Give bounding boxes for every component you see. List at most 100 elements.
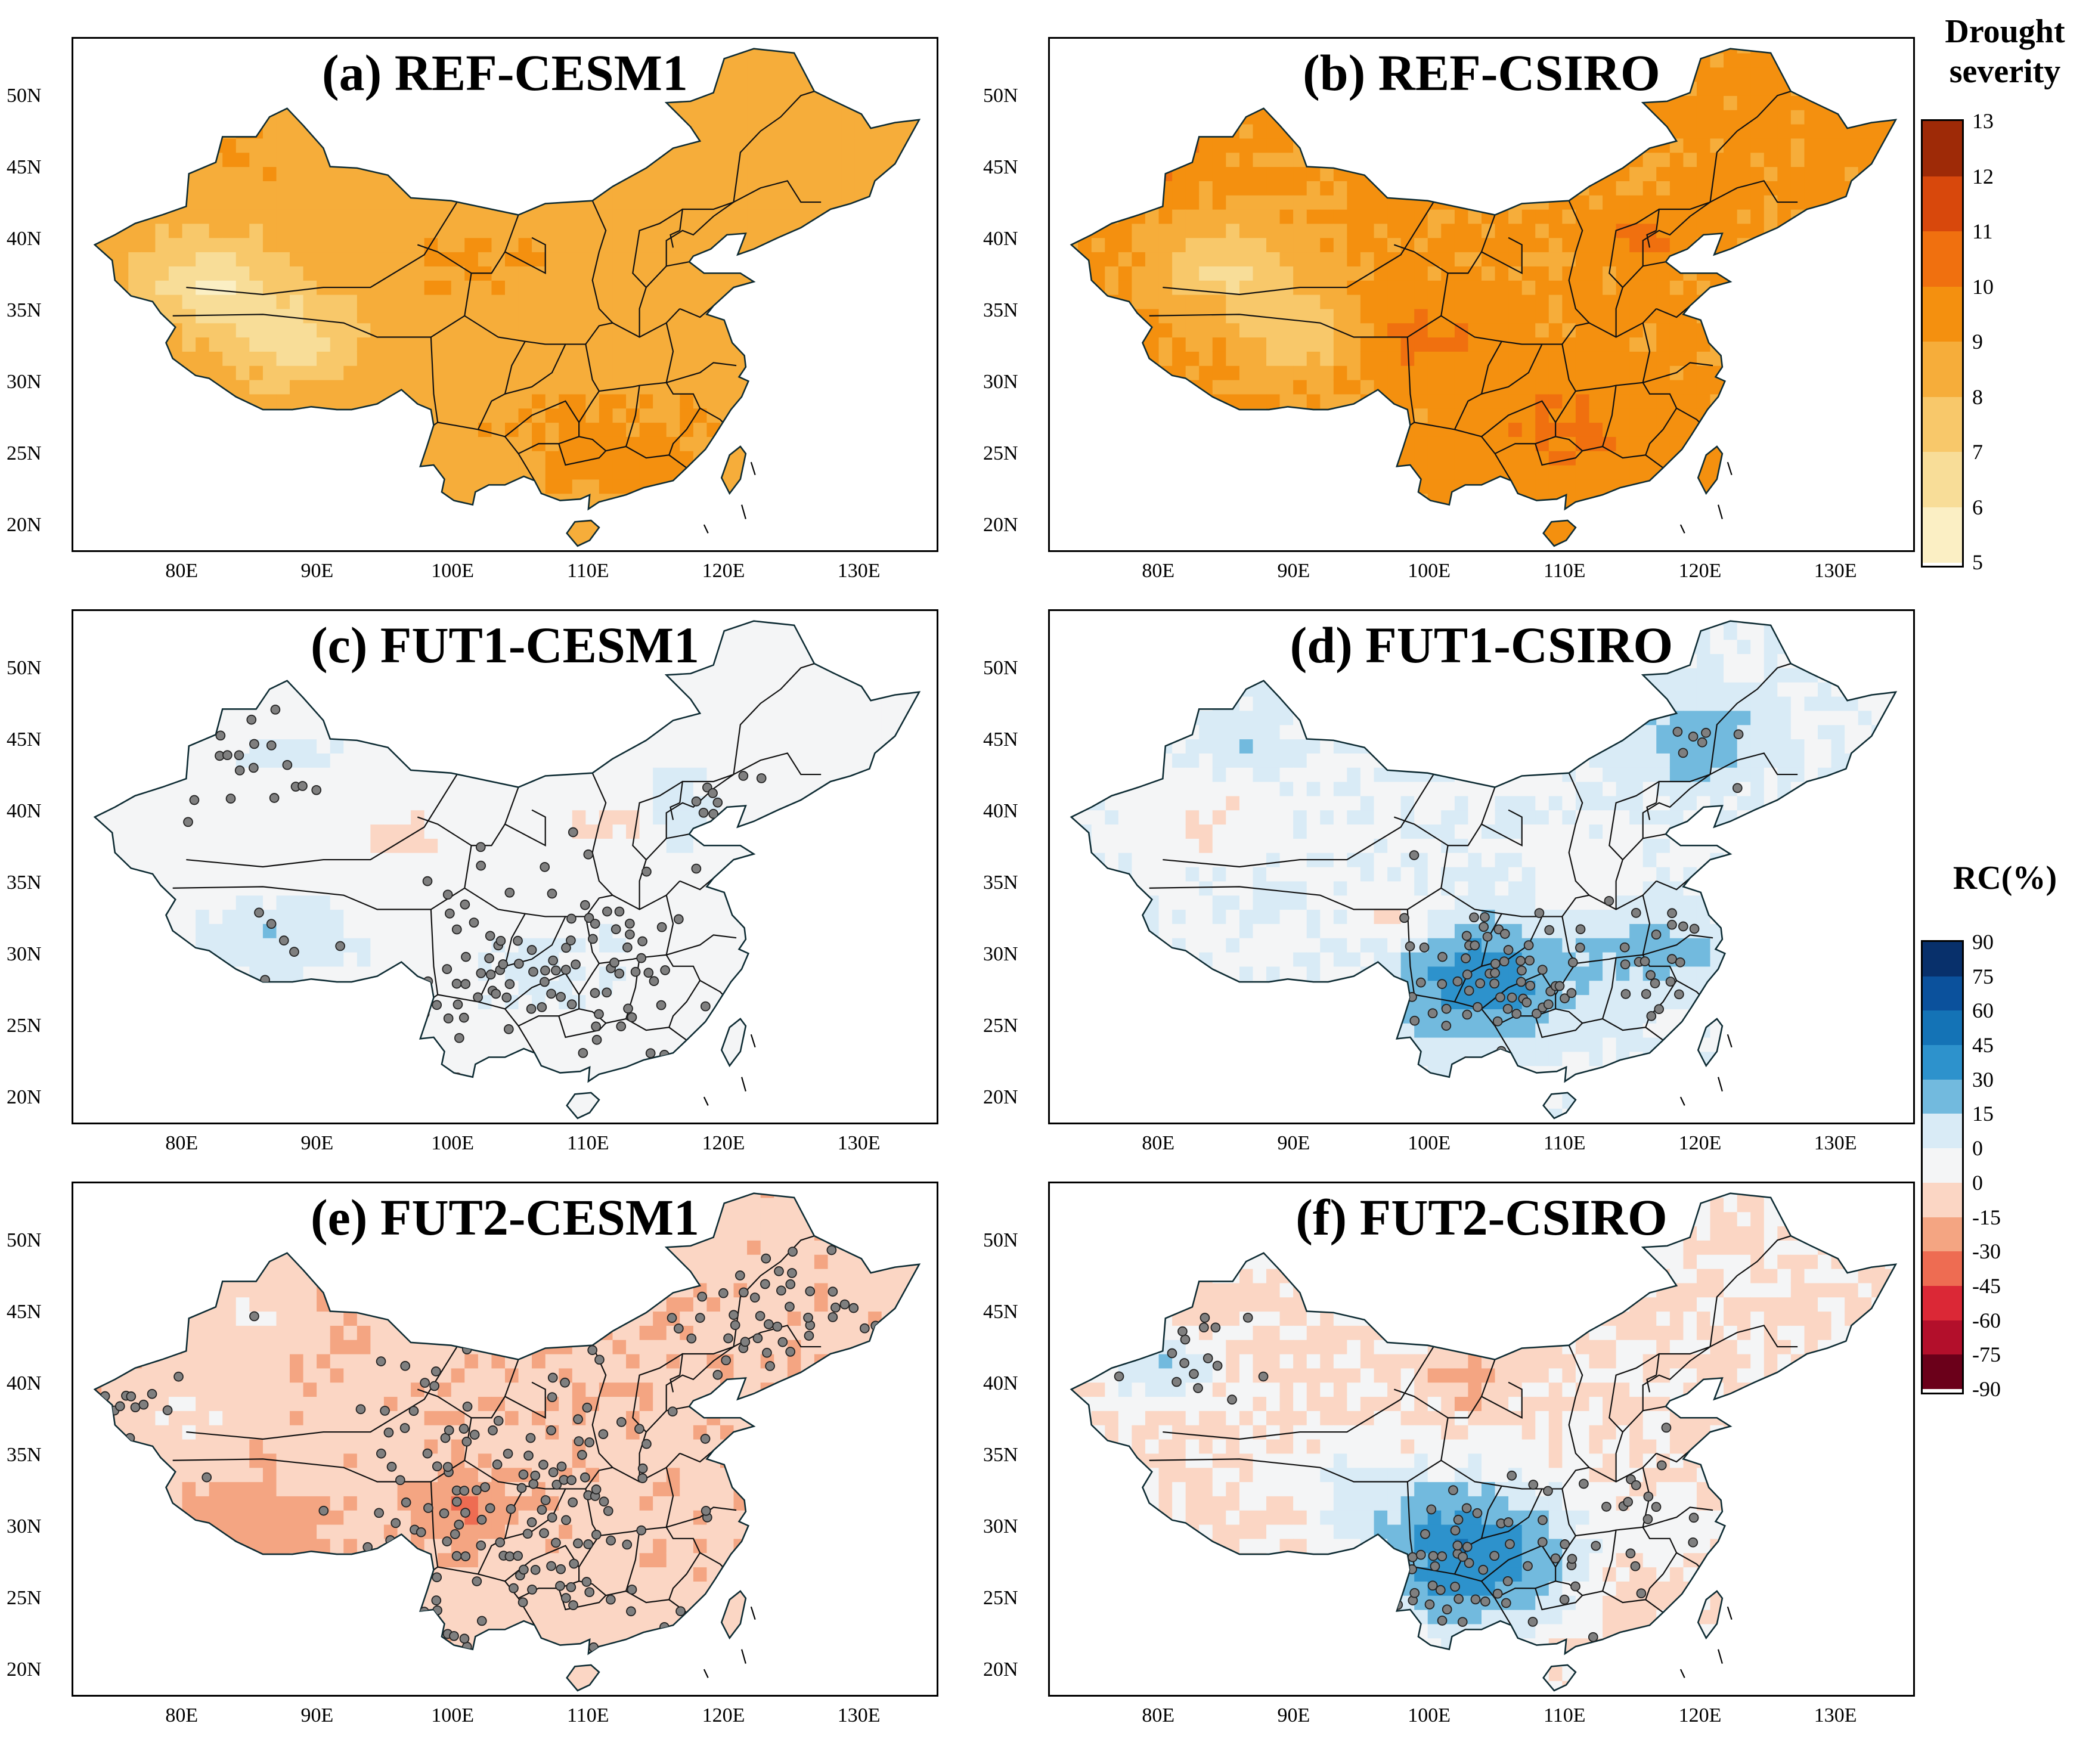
grid-cell	[451, 181, 465, 196]
grid-cell	[141, 181, 156, 196]
grid-cell	[249, 422, 264, 437]
grid-cell	[1804, 493, 1818, 509]
grid-cell	[881, 237, 895, 253]
grid-cell	[1508, 337, 1523, 352]
grid-cell	[612, 138, 627, 153]
grid-cell	[1212, 479, 1226, 494]
grid-cell	[720, 95, 734, 110]
grid-cell	[760, 124, 774, 139]
grid-cell	[141, 980, 156, 996]
grid-cell	[1724, 393, 1738, 409]
grid-cell	[1656, 507, 1670, 522]
grid-cell	[720, 308, 734, 324]
grid-cell	[922, 408, 935, 423]
grid-cell	[397, 436, 411, 451]
grid-cell	[276, 337, 290, 352]
grid-cell	[1387, 365, 1402, 380]
grid-cell	[1199, 181, 1213, 196]
grid-cell	[1764, 294, 1778, 309]
grid-cell	[1642, 110, 1657, 125]
grid-cell	[155, 938, 169, 953]
grid-cell	[101, 522, 116, 537]
grid-cell	[1387, 280, 1402, 295]
grid-cell	[128, 337, 142, 352]
grid-cell	[1495, 493, 1509, 509]
grid-cell	[168, 365, 183, 380]
grid-cell	[1266, 507, 1281, 522]
grid-cell	[168, 380, 183, 395]
grid-cell	[141, 337, 156, 352]
grid-cell	[1724, 479, 1738, 494]
grid-cell	[639, 252, 653, 266]
grid-cell	[1871, 237, 1886, 253]
grid-cell	[841, 280, 856, 295]
grid-cell	[1737, 81, 1751, 96]
grid-cell	[1790, 152, 1805, 168]
grid-cell	[424, 152, 438, 168]
grid-cell	[317, 195, 331, 210]
country-outline	[93, 48, 921, 511]
grid-cell	[303, 323, 317, 338]
grid-cell	[841, 507, 856, 522]
grid-cell	[908, 308, 919, 324]
grid-cell	[128, 739, 142, 754]
grid-cell	[235, 393, 250, 409]
province-boundary	[417, 244, 472, 274]
grid-cell	[1790, 223, 1805, 238]
grid-cell	[1508, 209, 1523, 224]
grid-cell	[1790, 237, 1805, 253]
grid-cell	[680, 152, 694, 168]
grid-cell	[262, 152, 277, 168]
grid-cell	[411, 209, 425, 224]
grid-cell	[1091, 522, 1105, 537]
grid-cell	[222, 465, 237, 480]
grid-cell	[1790, 110, 1805, 125]
grid-cell	[1239, 266, 1254, 281]
grid-cell	[1091, 124, 1105, 139]
grid-cell	[1804, 536, 1818, 546]
grid-cell	[478, 507, 492, 522]
grid-cell	[491, 507, 506, 522]
grid-cell	[1414, 493, 1428, 509]
grid-cell	[1400, 451, 1415, 466]
grid-cell	[101, 724, 116, 740]
grid-cell	[1603, 365, 1617, 380]
grid-cell	[249, 451, 264, 466]
grid-cell	[1145, 209, 1160, 224]
grid-cell	[1400, 479, 1415, 494]
grid-cell	[182, 436, 196, 451]
grid-cell	[1871, 209, 1886, 224]
grid-cell	[411, 124, 425, 139]
grid-cell	[1858, 280, 1872, 295]
grid-cell	[733, 95, 748, 110]
grid-cell	[114, 810, 129, 825]
grid-cell	[343, 380, 358, 395]
grid-cell	[1441, 138, 1455, 153]
grid-cell	[1858, 138, 1872, 153]
grid-cell	[1279, 536, 1294, 546]
grid-cell	[1508, 507, 1523, 522]
grid-cell	[1400, 380, 1415, 395]
latitude-tick-label: 40N	[7, 228, 42, 250]
grid-cell	[330, 323, 344, 338]
grid-cell	[680, 351, 694, 366]
grid-cell	[1306, 209, 1321, 224]
grid-cell	[290, 266, 304, 281]
grid-cell	[1441, 323, 1455, 338]
grid-cell	[343, 493, 358, 509]
grid-cell	[1172, 408, 1186, 423]
grid-cell	[1158, 237, 1173, 253]
grid-cell	[545, 408, 559, 423]
grid-cell	[706, 195, 721, 210]
grid-cell	[693, 209, 708, 224]
grid-cell	[720, 294, 734, 309]
grid-cell	[868, 152, 882, 168]
grid-cell	[1710, 393, 1724, 409]
grid-cell	[1871, 422, 1886, 437]
grid-cell	[1071, 237, 1078, 253]
grid-cell	[801, 294, 815, 309]
grid-cell	[1333, 237, 1347, 253]
grid-cell	[559, 465, 573, 480]
grid-cell	[114, 465, 129, 480]
grid-cell	[94, 422, 102, 437]
